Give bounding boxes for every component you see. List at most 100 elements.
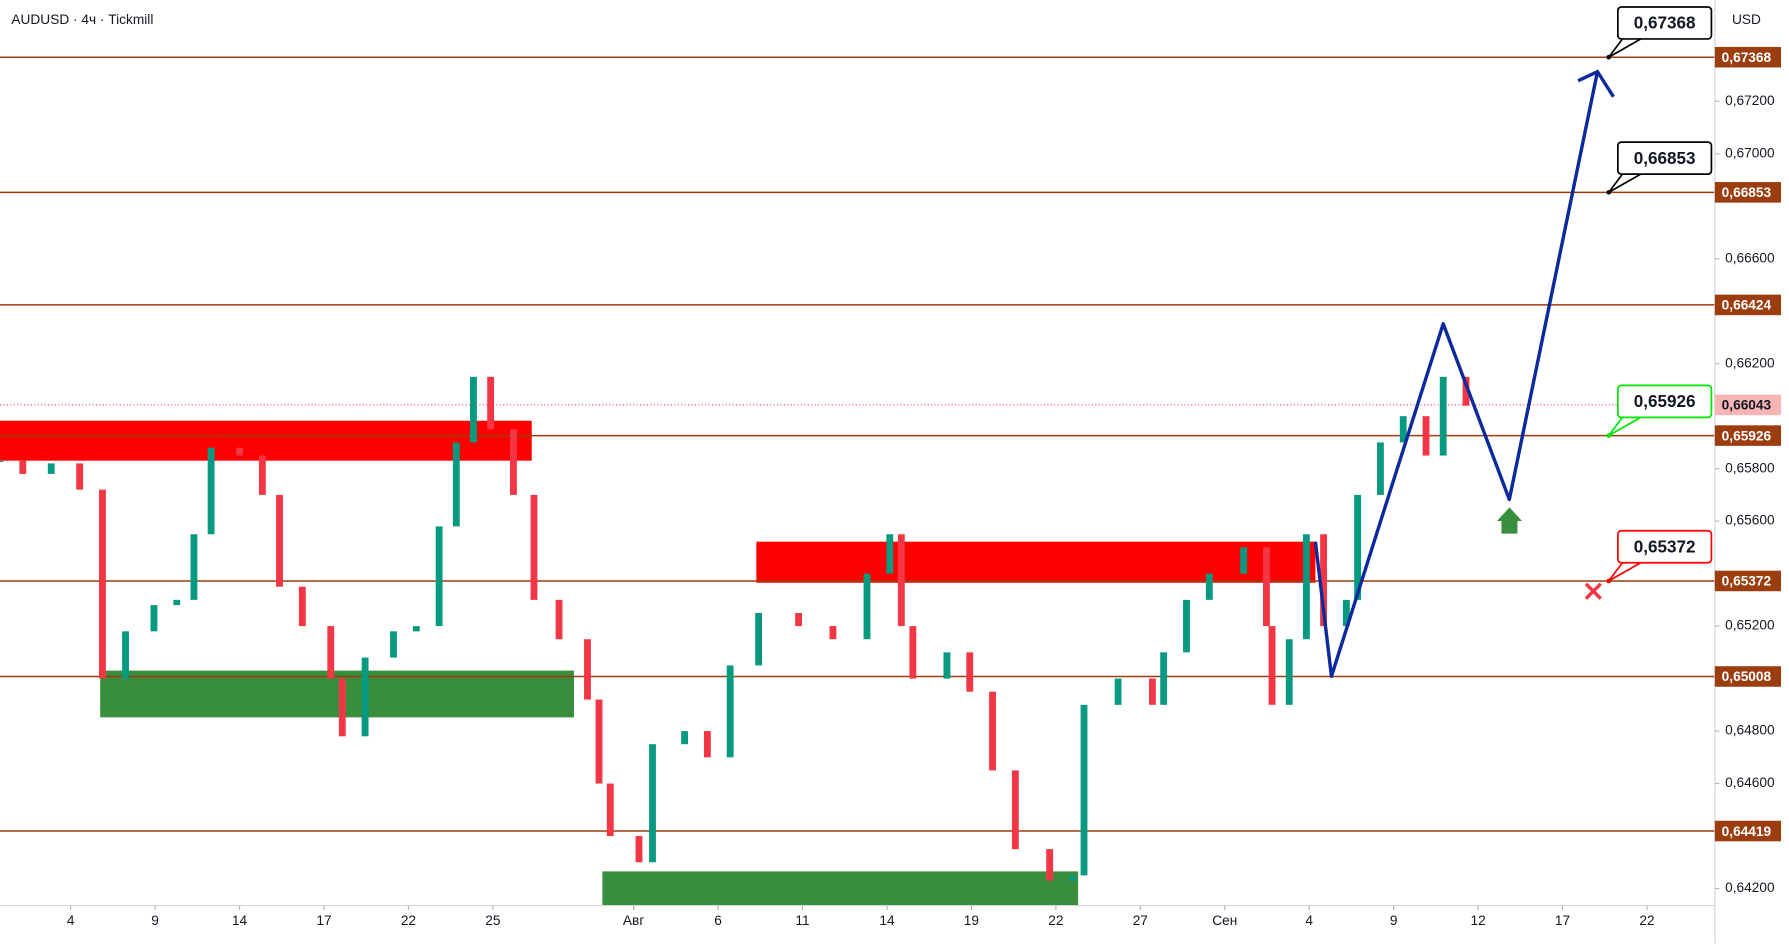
level-label: 0,65926 [1722, 428, 1772, 443]
candle [649, 744, 656, 863]
x-tick-label: 22 [1639, 913, 1654, 928]
candle [122, 631, 129, 679]
candle [298, 586, 306, 627]
candle [863, 573, 871, 640]
buy-arrow [1496, 507, 1523, 534]
candle [510, 429, 517, 495]
candle [470, 376, 477, 443]
callout-box [1617, 141, 1713, 175]
zone [756, 541, 1316, 583]
callout-label: 0,66853 [1634, 149, 1696, 168]
x-tick-label: 17 [1555, 913, 1570, 928]
current-price-bg [1714, 394, 1782, 416]
x-tick-label: 27 [1133, 913, 1148, 928]
candle [584, 639, 591, 700]
candle [1320, 534, 1327, 627]
candle [703, 731, 711, 758]
projection-arrowhead [1577, 69, 1615, 98]
level-label-bg [1714, 666, 1782, 687]
x-tick-label: Сен [1212, 913, 1237, 928]
candle [173, 599, 181, 606]
y-tick-label: 0,64600 [1725, 775, 1775, 790]
candle [1080, 704, 1088, 876]
x-tick-label: 4 [67, 913, 75, 928]
level-label-bg [1714, 182, 1782, 203]
level-label: 0,64419 [1722, 824, 1772, 839]
candle [1183, 599, 1190, 653]
candle [1268, 626, 1276, 705]
chart-title: AUDUSD · 4ч · Tickmill [11, 12, 153, 27]
level-label: 0,65372 [1722, 574, 1772, 589]
zone [0, 420, 532, 461]
candle [1011, 770, 1019, 850]
candle [412, 626, 420, 632]
level-label-bg [1714, 820, 1782, 842]
y-tick-label: 0,66200 [1725, 355, 1775, 370]
x-tick-label: 25 [485, 913, 501, 928]
candle [390, 631, 397, 658]
candle [487, 376, 495, 430]
x-tick-label: 11 [795, 913, 809, 928]
plot-area [0, 56, 1715, 906]
callout-anchor [1606, 578, 1612, 584]
x-tick-label: 12 [1470, 913, 1485, 928]
level-label-bg [1714, 570, 1782, 592]
candle [327, 626, 335, 679]
candle [338, 678, 346, 737]
x-tick-label: Авг [623, 913, 644, 928]
candle [1160, 652, 1168, 705]
candle [909, 626, 917, 679]
candle [755, 612, 763, 666]
candle [1462, 376, 1470, 406]
y-tick-label: 0,64800 [1725, 723, 1775, 738]
x-tick-label: 14 [879, 913, 895, 928]
zone [602, 871, 1079, 906]
zone [100, 670, 574, 718]
candle [99, 489, 106, 679]
candle [150, 605, 158, 632]
candle [1399, 416, 1407, 443]
candle [1148, 678, 1156, 705]
candle [1439, 376, 1447, 456]
x-tick-label: 22 [401, 913, 416, 928]
currency: USD [1732, 12, 1761, 27]
candle [989, 691, 996, 771]
callout-label: 0,67368 [1634, 14, 1696, 33]
level-label-bg [1714, 425, 1782, 446]
candle [886, 534, 894, 574]
level-label-bg [1714, 294, 1782, 316]
level-label: 0,67368 [1722, 50, 1772, 65]
candle [236, 447, 243, 456]
candle [1354, 494, 1362, 600]
candle [276, 494, 283, 587]
callout-box [1617, 384, 1713, 419]
callout-anchor [1606, 433, 1612, 438]
candle [555, 599, 563, 640]
candle [435, 526, 443, 627]
stop-mark [1584, 582, 1602, 600]
x-tick-label: 14 [232, 913, 248, 928]
candle [1114, 678, 1122, 705]
candle [530, 494, 538, 600]
candle [47, 463, 55, 474]
candle [258, 455, 266, 495]
candle [1240, 547, 1248, 574]
candle [1046, 849, 1054, 881]
level-label-bg [1714, 46, 1782, 68]
y-tick-label: 0,67000 [1725, 145, 1775, 160]
candle [795, 612, 803, 627]
candle [19, 460, 27, 474]
y-tick-label: 0,66600 [1725, 250, 1775, 265]
candle [681, 731, 689, 745]
x-tick-label: 9 [151, 913, 159, 928]
candle [829, 626, 837, 640]
current-price-label: 0,66043 [1722, 398, 1772, 413]
candle [897, 534, 905, 627]
x-tick-label: 19 [964, 913, 979, 928]
x-tick-label: 6 [714, 913, 722, 928]
level-label: 0,66853 [1722, 185, 1772, 200]
y-tick-label: 0,67200 [1725, 93, 1775, 108]
x-tick-label: 9 [1390, 913, 1398, 928]
callout-box [1617, 529, 1713, 564]
